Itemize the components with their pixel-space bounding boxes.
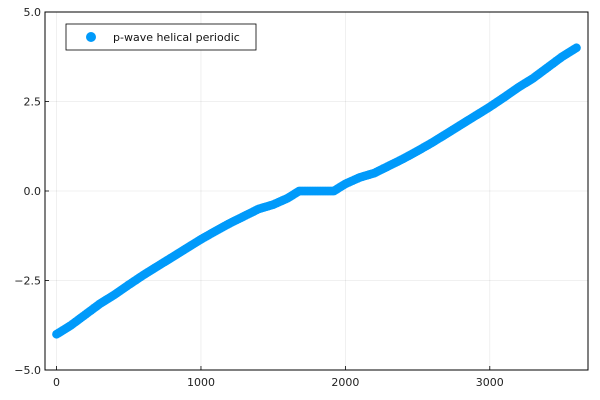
scatter-series (52, 43, 581, 339)
y-tick-label: −5.0 (14, 364, 41, 377)
y-tick-label: −2.5 (14, 275, 41, 288)
y-tick-label: 2.5 (24, 96, 42, 109)
y-tick-label: 0.0 (24, 185, 42, 198)
y-axis: −5.0 −2.5 0.0 2.5 5.0 (14, 6, 49, 377)
y-tick-label: 5.0 (24, 6, 42, 19)
legend-box (65, 23, 257, 51)
x-tick-label: 1000 (187, 376, 215, 389)
legend: p-wave helical periodic (65, 23, 257, 51)
x-tick-label: 3000 (476, 376, 504, 389)
data-point (572, 43, 581, 53)
x-tick-label: 0 (53, 376, 60, 389)
legend-label: p-wave helical periodic (113, 31, 240, 44)
x-tick-label: 2000 (331, 376, 359, 389)
x-axis: 0 1000 2000 3000 (53, 366, 504, 389)
legend-marker (86, 32, 96, 42)
